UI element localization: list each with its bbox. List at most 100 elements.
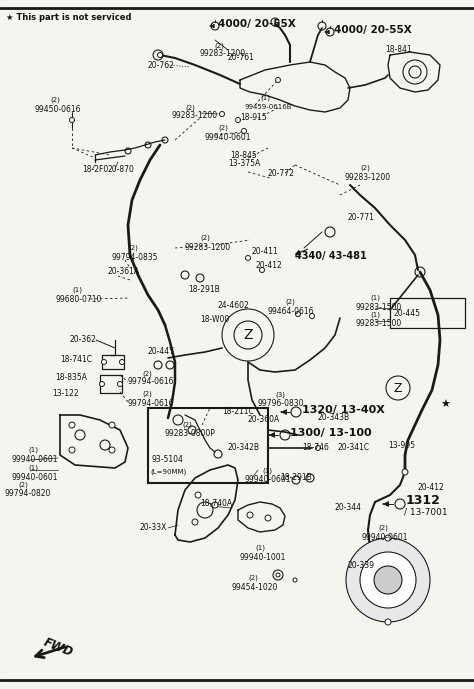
Bar [390,298,465,328]
Text: (2): (2) [218,125,228,131]
Text: 20-343B: 20-343B [318,413,350,422]
Text: 20-362: 20-362 [70,336,97,344]
Text: 1320/ 13-40X: 1320/ 13-40X [302,405,385,415]
Text: (1): (1) [370,295,380,301]
Circle shape [69,422,75,428]
Circle shape [192,519,198,525]
Text: 20-771: 20-771 [348,214,375,223]
Text: 99283-1200: 99283-1200 [345,172,391,181]
Text: 20-342B: 20-342B [228,444,260,453]
Text: 99940-0601: 99940-0601 [205,132,252,141]
Text: 20-445: 20-445 [394,309,421,318]
Text: 1312: 1312 [406,493,441,506]
Text: 99283-1200: 99283-1200 [172,112,218,121]
Text: 99283-1200: 99283-1200 [200,50,246,59]
Text: (1): (1) [28,446,38,453]
Text: 13-995: 13-995 [388,440,415,449]
Text: 18-291B: 18-291B [280,473,312,482]
Text: Z: Z [394,382,402,395]
Text: 20-761: 20-761 [228,54,255,63]
Text: 99459-0616B: 99459-0616B [245,104,292,110]
Circle shape [212,502,218,508]
Text: (2): (2) [214,43,224,49]
Circle shape [259,267,264,273]
Text: 99794-0835: 99794-0835 [112,252,158,262]
Text: (2): (2) [378,525,388,531]
Circle shape [293,578,297,582]
Text: (1): (1) [370,311,380,318]
Circle shape [119,360,125,364]
Text: FWD: FWD [42,636,75,660]
Text: 20-412: 20-412 [256,260,283,269]
Circle shape [109,447,115,453]
Text: 99283-1500: 99283-1500 [356,302,402,311]
Text: 18-740A: 18-740A [200,500,232,508]
Text: Z: Z [243,328,253,342]
Circle shape [316,446,320,451]
Text: 4000/ 20-55X: 4000/ 20-55X [334,25,412,35]
Circle shape [360,552,416,608]
Text: (3): (3) [275,392,285,398]
Circle shape [118,382,122,387]
Bar [102,355,124,369]
Text: 99680-0710: 99680-0710 [56,296,102,305]
Text: 99283-1500: 99283-1500 [356,320,402,329]
Text: (1): (1) [260,95,270,101]
Text: 18-291B: 18-291B [188,285,220,294]
Text: 18-915: 18-915 [240,114,267,123]
Circle shape [69,447,75,453]
Circle shape [219,112,225,116]
Circle shape [310,313,315,318]
Text: 99794-0616: 99794-0616 [128,398,174,407]
Text: 24-4602: 24-4602 [218,300,250,309]
Text: 99794-0820: 99794-0820 [5,489,51,499]
Circle shape [265,515,271,521]
Bar [100,375,122,393]
Text: (2): (2) [18,482,28,489]
Text: 20-772: 20-772 [268,169,295,178]
Circle shape [157,52,163,57]
Text: 93-5104: 93-5104 [152,455,184,464]
Text: (1): (1) [72,287,82,294]
Text: 18-746: 18-746 [302,444,329,453]
Text: 99450-0616: 99450-0616 [35,105,82,114]
Circle shape [195,492,201,498]
Text: 99940-0601: 99940-0601 [12,455,58,464]
Text: 20-762: 20-762 [148,61,175,70]
Text: (2): (2) [128,245,138,251]
Circle shape [374,566,402,594]
Text: (2): (2) [142,391,152,398]
Text: 20-44Y: 20-44Y [148,347,175,356]
Circle shape [109,422,115,428]
Circle shape [385,535,391,541]
Text: 99283-0800P: 99283-0800P [165,429,216,438]
Text: 13-122: 13-122 [52,389,79,398]
Text: 4000/ 20-55X: 4000/ 20-55X [218,19,296,29]
Text: 20-33X: 20-33X [140,524,167,533]
Text: (2): (2) [200,235,210,241]
Text: 99283-1200: 99283-1200 [185,243,231,251]
Circle shape [70,118,74,123]
Text: 99464-0616: 99464-0616 [268,307,315,316]
Text: 99940-0601: 99940-0601 [245,475,292,484]
Circle shape [246,256,250,260]
Circle shape [101,360,107,364]
Text: 18-211C: 18-211C [222,407,254,416]
Text: 20-870: 20-870 [108,165,135,174]
Text: 18-W00: 18-W00 [200,316,229,325]
Text: 18-835A: 18-835A [55,373,87,382]
Text: ★: ★ [440,400,450,410]
Text: 99796-0830: 99796-0830 [258,400,304,409]
Text: (2): (2) [285,299,295,305]
Text: 13-375A: 13-375A [228,159,260,169]
Text: (2): (2) [360,165,370,172]
Text: 18-2F0: 18-2F0 [82,165,108,174]
Text: / 13-7001: / 13-7001 [404,508,447,517]
Text: 4340/ 43-481: 4340/ 43-481 [295,251,367,261]
Text: 99940-0601: 99940-0601 [12,473,58,482]
Text: (2): (2) [185,105,195,111]
Text: 1300/ 13-100: 1300/ 13-100 [290,428,372,438]
Text: 20-412: 20-412 [418,484,445,493]
Text: (2): (2) [248,575,258,582]
Circle shape [236,118,240,123]
